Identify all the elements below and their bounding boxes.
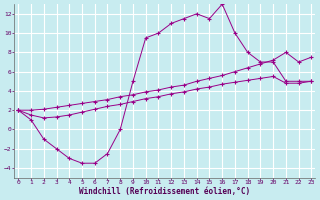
X-axis label: Windchill (Refroidissement éolien,°C): Windchill (Refroidissement éolien,°C) xyxy=(79,187,251,196)
